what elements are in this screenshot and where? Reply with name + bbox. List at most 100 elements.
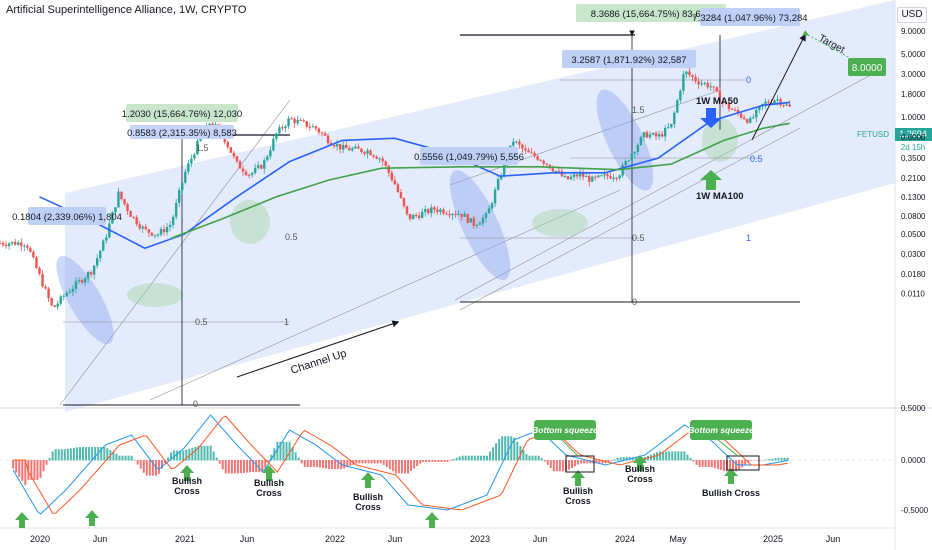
candle-body: [232, 152, 236, 157]
candle-body: [238, 161, 242, 169]
candle-body: [782, 104, 785, 106]
macd-histogram-bar: [668, 451, 671, 461]
candle-body: [0, 242, 2, 244]
candle-body: [174, 202, 178, 217]
fib-label-1-5: 1.5: [632, 105, 645, 115]
macd-histogram-bar: [519, 445, 522, 461]
candle-body: [290, 118, 293, 120]
candle-body: [111, 212, 114, 224]
candle-body: [539, 159, 542, 161]
macd-histogram-bar: [221, 460, 224, 470]
macd-histogram-bar: [558, 460, 561, 472]
macd-histogram-bar: [419, 460, 422, 464]
candle-body: [588, 176, 591, 182]
macd-histogram-bar: [276, 441, 279, 461]
channel-up-band: [65, 0, 895, 412]
candle-body: [354, 146, 357, 149]
candle-body: [95, 258, 99, 266]
macd-histogram-bar: [36, 460, 39, 480]
macd-histogram-bar: [504, 436, 507, 461]
macd-histogram-bar: [145, 460, 148, 476]
candle-body: [168, 225, 172, 228]
macd-histogram-bar: [765, 459, 768, 461]
ma50-label: 1W MA50: [696, 96, 738, 107]
candle-body: [378, 158, 381, 160]
candle-body: [226, 142, 229, 148]
candle-body: [32, 251, 35, 258]
macd-histogram-bar: [130, 455, 133, 461]
macd-histogram-bar: [489, 451, 492, 461]
candle-body: [439, 209, 442, 212]
macd-histogram-bar: [485, 455, 488, 461]
candle-body: [721, 101, 725, 103]
macd-histogram-bar: [42, 460, 45, 472]
bullish-cross-label: Bullish: [353, 492, 383, 502]
squeeze-box: [565, 455, 595, 473]
candle-body: [685, 71, 688, 75]
bullish-cross-label: Bullish: [563, 486, 593, 496]
consolidation-zone: [532, 209, 588, 237]
bullish-cross-label: Cross: [627, 474, 653, 484]
macd-histogram-bar: [583, 460, 586, 464]
candle-body: [427, 209, 430, 214]
leg6-label: [700, 8, 800, 26]
candle-body: [530, 152, 533, 154]
fib-label-0: 0: [632, 297, 637, 307]
leg5-label-text: 8.3686 (15,664.75%) 83,686: [591, 9, 711, 20]
macd-histogram-bar: [759, 460, 762, 461]
macd-histogram-bar: [328, 460, 331, 469]
bullish-cross-arrow: [425, 512, 439, 528]
macd-histogram-bar: [555, 460, 558, 472]
candle-body: [518, 141, 521, 145]
candle-body: [150, 232, 154, 236]
macd-histogram-bar: [665, 451, 668, 461]
macd-histogram-bar: [695, 460, 698, 465]
candle-body: [390, 172, 394, 181]
macd-histogram-bar: [698, 460, 701, 467]
candle-body: [688, 71, 691, 76]
candle-body: [478, 223, 482, 225]
price-tick-label: 0.3500: [901, 154, 926, 163]
macd-histogram-bar: [75, 447, 78, 461]
candle-body: [229, 147, 233, 153]
macd-histogram-bar: [124, 455, 127, 461]
bullish-cross-label: Bullish: [625, 464, 655, 474]
macd-histogram-bar: [258, 460, 261, 473]
candle-body: [311, 126, 315, 128]
candle-body: [445, 213, 448, 215]
candle-body: [466, 214, 469, 223]
macd-histogram-bar: [422, 460, 425, 462]
candle-body: [627, 160, 630, 162]
candle-body: [293, 118, 296, 124]
macd-histogram-bar: [303, 460, 306, 467]
candle-body: [612, 177, 615, 179]
macd-histogram-bar: [54, 449, 57, 461]
fib-label-0-5: 0.5: [750, 154, 763, 164]
candle-body: [26, 245, 29, 248]
candle-body: [682, 74, 685, 91]
macd-histogram-bar: [546, 460, 549, 465]
price-tick-label: 0.0300: [901, 250, 926, 259]
candle-body: [733, 109, 737, 111]
price-tick-label: 0.0500: [901, 230, 926, 239]
candle-body: [375, 156, 378, 159]
time-tick-label: Jun: [93, 534, 108, 544]
macd-histogram-bar: [112, 451, 115, 461]
macd-histogram-bar: [732, 460, 735, 472]
price-tick-label: 0.6000: [901, 133, 926, 142]
candle-body: [102, 240, 105, 251]
macd-histogram-bar: [355, 460, 358, 464]
candle-body: [235, 156, 239, 162]
time-tick-label: Jun: [533, 534, 548, 544]
macd-histogram-bar: [78, 447, 81, 461]
currency-button[interactable]: USD: [897, 7, 927, 23]
candle-body: [59, 296, 62, 304]
candle-body: [536, 156, 539, 160]
candle-body: [105, 237, 108, 241]
macd-histogram-bar: [72, 447, 75, 461]
candle-body: [53, 305, 56, 307]
macd-histogram-bar: [531, 455, 534, 461]
candle-body: [636, 145, 640, 153]
macd-histogram-bar: [537, 455, 540, 461]
squeeze-callout: [534, 420, 596, 440]
